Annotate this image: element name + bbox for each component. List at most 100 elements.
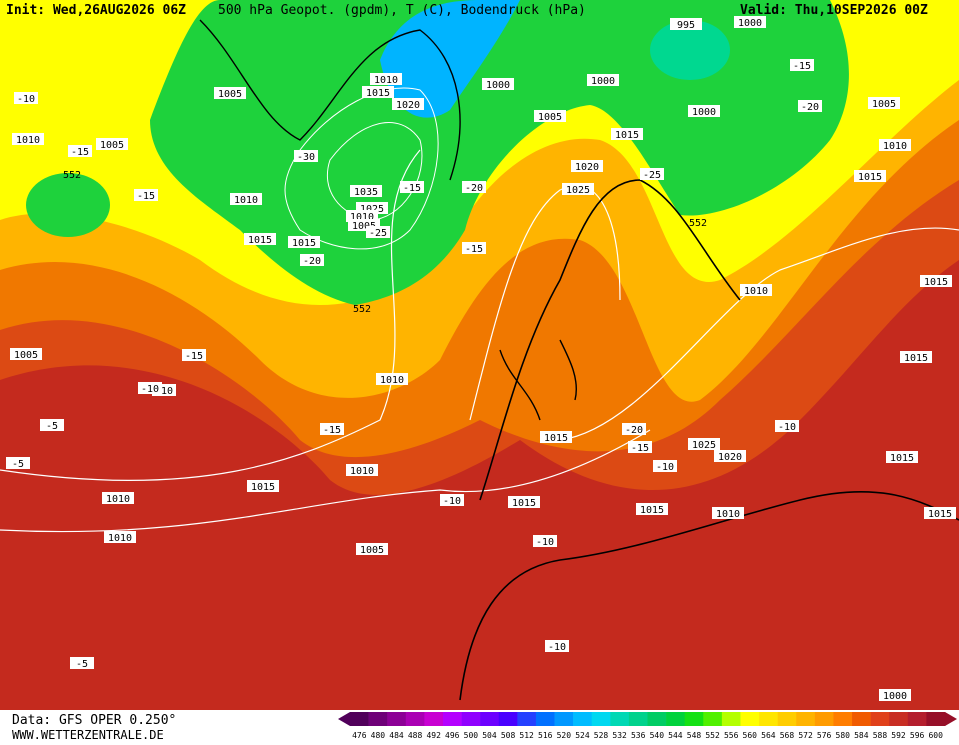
colorbar-label: 540 [650,731,665,740]
pressure-label: 1010 [16,135,40,146]
colorbar-cell [684,712,704,726]
pressure-label: 1010 [106,494,130,505]
pressure-label: 1000 [486,80,510,91]
colorbar-label: 528 [594,731,609,740]
temperature-label: -25 [369,228,387,239]
label-box [688,438,720,450]
colorbar-label: 504 [482,731,497,740]
temperature-label: -15 [793,61,811,72]
pressure-label: 1015 [512,498,536,509]
temperature-label: -5 [46,421,58,432]
label-box [640,168,664,180]
label-box [182,349,206,361]
height-label: 552 [63,170,81,181]
pressure-label: 1010 [350,466,374,477]
label-box [300,254,324,266]
label-box [854,170,886,182]
colorbar-cell [573,712,593,726]
temperature-label: -10 [17,94,35,105]
colorbar-label: 512 [519,731,534,740]
temperature-label: -10 [141,384,159,395]
colorbar-cell [777,712,797,726]
label-box [362,86,394,98]
colorbar-label: 480 [371,731,386,740]
label-box [247,480,279,492]
label-box [868,97,900,109]
pressure-label: 1015 [544,433,568,444]
isobar [559,227,959,441]
pressure-label: 1015 [248,235,272,246]
colorbar-cell [554,712,574,726]
label-box [712,507,744,519]
pressure-label: 1020 [718,452,742,463]
pressure-label: 1010 [883,141,907,152]
colorbar-label: 524 [575,731,590,740]
label-box [688,105,720,117]
colorbar-cell [480,712,500,726]
pressure-label: 1000 [591,76,615,87]
colorbar-label: 580 [836,731,851,740]
temperature-label: -15 [465,244,483,255]
label-box [622,423,646,435]
label-box [400,181,424,193]
colorbar-label: 564 [761,731,776,740]
label-box [70,657,94,669]
isobar [0,429,651,533]
label-box [900,351,932,363]
colorbar-label: 544 [668,731,683,740]
valid-time: Valid: Thu,10SEP2026 00Z [740,3,928,18]
pressure-label: 1010 [380,375,404,386]
isobar [469,185,621,421]
coastline [479,179,741,501]
temperature-label: -10 [155,386,173,397]
label-box [798,100,822,112]
coastline [459,490,959,701]
temperature-label: -10 [443,496,461,507]
label-box [740,284,772,296]
temperature-label: -15 [403,183,421,194]
label-box [924,507,956,519]
pressure-label: 1015 [890,453,914,464]
colorbar-cell [889,712,909,726]
pressure-label: 1015 [615,130,639,141]
pressure-label: 1010 [234,195,258,206]
label-box [294,150,318,162]
field-band [26,173,110,237]
colorbar-label: 600 [928,731,943,740]
pressure-label: 1005 [14,350,38,361]
colorbar-label: 492 [426,731,441,740]
label-box [138,382,162,394]
label-box [587,74,619,86]
pressure-label: 1010 [716,509,740,520]
label-box [879,139,911,151]
colorbar-cell [591,712,611,726]
height-label: 552 [353,304,371,315]
temperature-label: -10 [536,537,554,548]
label-box [40,419,64,431]
site: WWW.WETTERZENTRALE.DE [12,728,164,741]
label-box [68,145,92,157]
label-box [14,92,38,104]
colorbar-cell [350,712,369,726]
colorbar-cell [926,712,946,726]
label-box [790,59,814,71]
pressure-label: 1015 [924,277,948,288]
label-box [571,160,603,172]
label-box [320,423,344,435]
label-box [12,133,44,145]
colorbar-cell [870,712,890,726]
temperature-label: -20 [303,256,321,267]
label-box [376,373,408,385]
temperature-label: -15 [137,191,155,202]
label-box [346,464,378,476]
temperature-label: -5 [76,659,88,670]
label-box [611,128,643,140]
colorbar-label: 548 [687,731,702,740]
label-box [545,640,569,652]
colorbar-label: 552 [705,731,720,740]
colorbar-cell [759,712,778,726]
label-box [350,185,382,197]
colorbar-label: 588 [873,731,888,740]
temperature-label: -20 [801,102,819,113]
colorbar-label: 592 [891,731,906,740]
